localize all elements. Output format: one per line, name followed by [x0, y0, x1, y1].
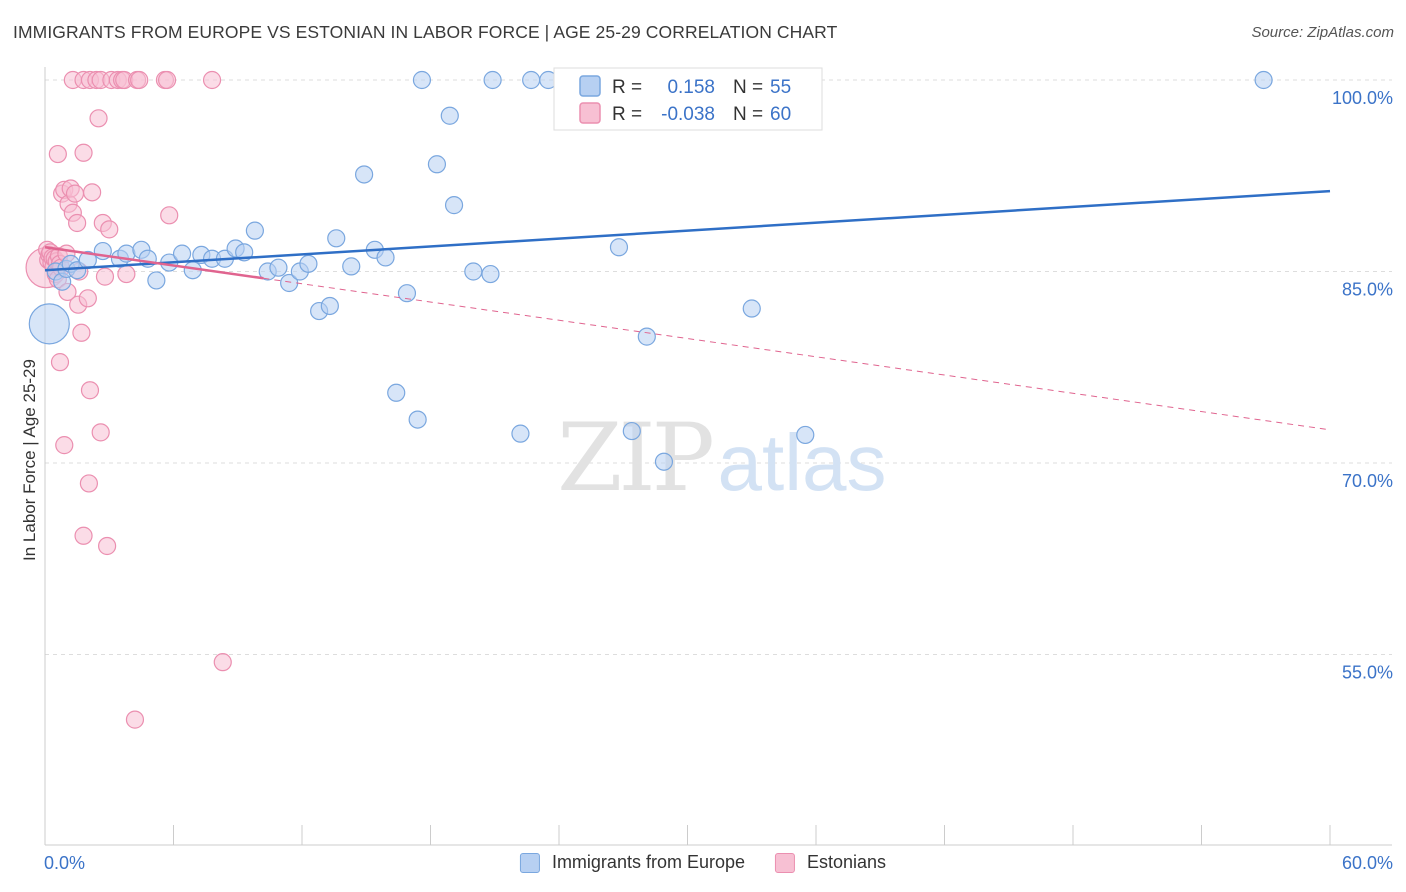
europe-point-29	[327, 229, 346, 248]
europe-point-40	[444, 196, 464, 215]
axes	[44, 67, 1392, 846]
estonians-point-58	[202, 70, 222, 90]
europe-point-0	[28, 303, 70, 345]
estonians-point-19	[55, 436, 74, 455]
x-tick-label-min: 0.0%	[44, 853, 85, 873]
europe-point-26	[299, 254, 318, 273]
tick-labels: 55.0% 70.0% 85.0% 100.0% 0.0% 60.0%	[44, 88, 1393, 873]
estonians-point-52	[125, 710, 145, 729]
europe-point-48	[609, 238, 629, 257]
gridlines	[45, 79, 1392, 655]
stats-r-label-europe: R =	[612, 77, 642, 98]
source-credit: Source: ZipAtlas.com	[1251, 24, 1394, 41]
estonians-point-41	[91, 423, 110, 442]
europe-point-23	[269, 258, 288, 277]
europe-point-39	[440, 106, 459, 125]
europe-point-35	[397, 284, 417, 303]
legend-swatch-estonians	[775, 852, 795, 873]
europe-point-42	[481, 264, 500, 284]
estonians-trend-dashed	[263, 277, 1331, 431]
legend-item-estonians[interactable]: Estonians	[775, 852, 886, 873]
estonians-point-32	[74, 143, 93, 162]
europe-point-36	[408, 410, 427, 429]
europe-trend-line	[44, 189, 1331, 272]
y-tick-label-70: 70.0%	[1342, 471, 1393, 491]
estonians-point-16	[50, 353, 70, 372]
legend-label-estonians: Estonians	[807, 852, 887, 872]
estonians-point-57	[160, 206, 179, 225]
estonians-point-34	[78, 289, 97, 308]
stats-r-value-europe: 0.158	[667, 77, 715, 98]
europe-point-51	[654, 452, 674, 471]
estonians-point-15	[48, 144, 67, 164]
y-tick-label-55: 55.0%	[1342, 663, 1393, 683]
estonians-point-45	[98, 536, 117, 556]
europe-point-21	[245, 221, 264, 240]
estonians-point-40	[89, 109, 108, 128]
europe-point-33	[376, 248, 395, 267]
stats-swatch-europe	[579, 75, 601, 97]
stats-n-label-europe: N =	[733, 77, 763, 98]
europe-point-44	[511, 424, 530, 443]
europe-point-53	[742, 299, 761, 318]
europe-point-37	[412, 70, 432, 90]
estonians-point-51	[117, 264, 136, 284]
watermark: ZIP atlas	[557, 404, 886, 513]
trend-lines	[44, 189, 1331, 431]
x-tick-label-max: 60.0%	[1342, 853, 1393, 873]
europe-point-54	[796, 425, 815, 445]
estonians-point-33	[74, 526, 93, 545]
europe-point-28	[320, 296, 339, 316]
stats-r-label-estonians: R =	[612, 104, 642, 125]
europe-point-49	[622, 421, 641, 441]
legend-label-europe: Immigrants from Europe	[551, 852, 745, 872]
estonians-point-36	[80, 381, 100, 400]
stats-swatch-estonians	[579, 102, 601, 124]
europe-point-50	[637, 327, 656, 346]
estonians-point-46	[100, 220, 119, 239]
legend-swatch-europe	[519, 852, 540, 873]
legend: Immigrants from Europe Estonians	[519, 852, 886, 873]
estonians-point-26	[65, 184, 85, 203]
stats-n-value-europe: 55	[770, 77, 791, 98]
europe-point-14	[172, 244, 192, 263]
estonians-point-56	[157, 70, 177, 90]
estonians-point-44	[95, 267, 115, 286]
stats-r-value-estonians: -0.038	[661, 104, 715, 125]
stats-n-label-estonians: N =	[733, 104, 763, 125]
legend-item-europe[interactable]: Immigrants from Europe	[519, 852, 745, 873]
stats-n-value-estonians: 60	[770, 104, 791, 125]
europe-point-43	[483, 70, 502, 90]
europe-point-34	[387, 383, 406, 402]
y-tick-label-100: 100.0%	[1332, 88, 1393, 108]
estonians-point-59	[213, 653, 232, 672]
estonians-points	[25, 70, 232, 729]
stats-box: R = 0.158 N = 55 R = -0.038 N = 60	[553, 67, 823, 131]
estonians-point-54	[130, 70, 149, 90]
estonians-point-27	[68, 213, 87, 233]
europe-point-45	[522, 70, 541, 90]
chart-title: IMMIGRANTS FROM EUROPE VS ESTONIAN IN LA…	[13, 22, 838, 42]
europe-point-55	[1254, 70, 1273, 90]
europe-point-12	[147, 271, 166, 290]
estonians-trend-solid	[44, 246, 264, 280]
europe-points	[28, 70, 1273, 471]
y-tick-label-85: 85.0%	[1342, 280, 1393, 300]
estonians-point-38	[83, 183, 102, 202]
estonians-point-35	[79, 474, 99, 493]
europe-point-41	[464, 262, 483, 281]
europe-point-30	[342, 257, 361, 276]
europe-point-38	[427, 155, 447, 174]
watermark-zip: ZIP	[557, 404, 711, 513]
estonians-point-30	[72, 323, 91, 342]
europe-point-31	[355, 165, 374, 184]
